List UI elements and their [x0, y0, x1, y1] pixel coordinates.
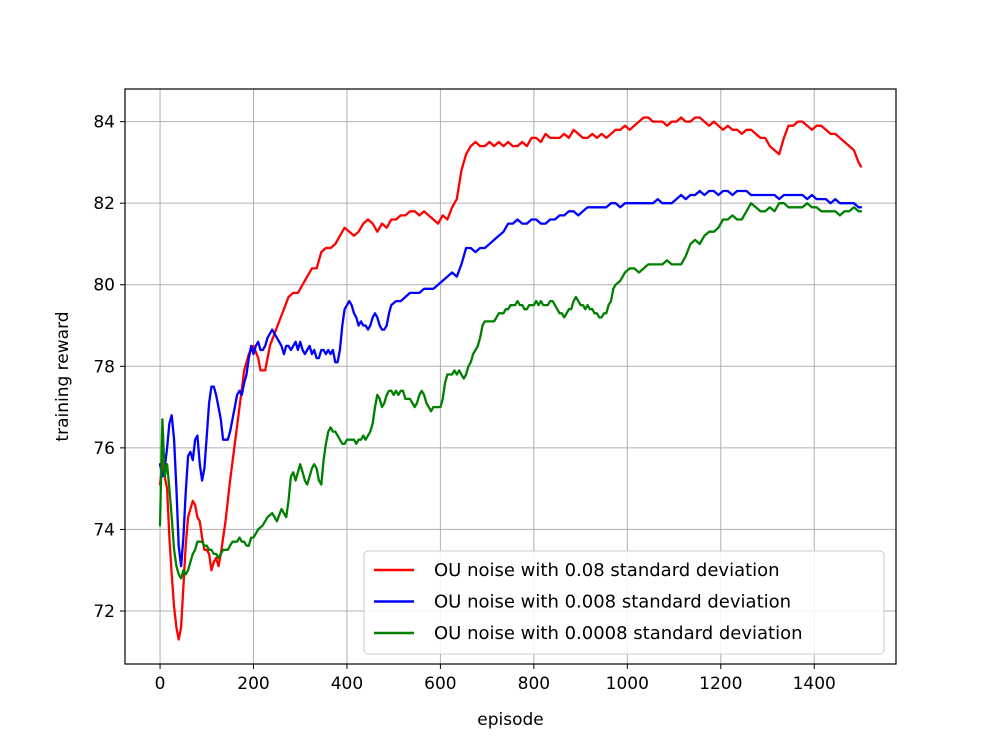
- x-tick-label: 1000: [606, 674, 649, 694]
- x-axis-ticks: 0 200 400 600 800 1000 1200 1400: [155, 664, 836, 694]
- x-tick-label: 400: [331, 674, 363, 694]
- x-tick-label: 800: [518, 674, 550, 694]
- grid-lines: [125, 89, 896, 664]
- y-axis-ticks: 72 74 76 78 80 82 84: [93, 113, 125, 622]
- series-line-1: [158, 116, 863, 641]
- x-tick-label: 0: [155, 674, 166, 694]
- x-tick-label: 600: [424, 674, 456, 694]
- y-tick-label: 78: [93, 357, 115, 377]
- series-line-3: [158, 202, 863, 580]
- x-axis-title: episode: [477, 710, 543, 730]
- x-tick-label: 200: [237, 674, 269, 694]
- legend-label: OU noise with 0.08 standard deviation: [434, 560, 780, 581]
- y-tick-label: 80: [93, 276, 115, 296]
- y-tick-label: 84: [93, 113, 115, 133]
- y-tick-label: 76: [93, 439, 115, 459]
- y-tick-label: 72: [93, 602, 115, 622]
- plot-frame: [124, 88, 897, 665]
- x-tick-label: 1400: [793, 674, 836, 694]
- y-axis-title: training reward: [53, 311, 73, 441]
- legend-label: OU noise with 0.008 standard deviation: [434, 592, 791, 613]
- legend-box: [363, 550, 885, 655]
- x-tick-label: 1200: [699, 674, 742, 694]
- y-tick-label: 82: [93, 194, 115, 214]
- legend: OU noise with 0.08 standard deviation OU …: [363, 550, 885, 655]
- series-line-2: [158, 189, 863, 568]
- y-tick-label: 74: [93, 520, 115, 540]
- legend-label: OU noise with 0.0008 standard deviation: [434, 623, 803, 644]
- series-lines: [158, 116, 863, 641]
